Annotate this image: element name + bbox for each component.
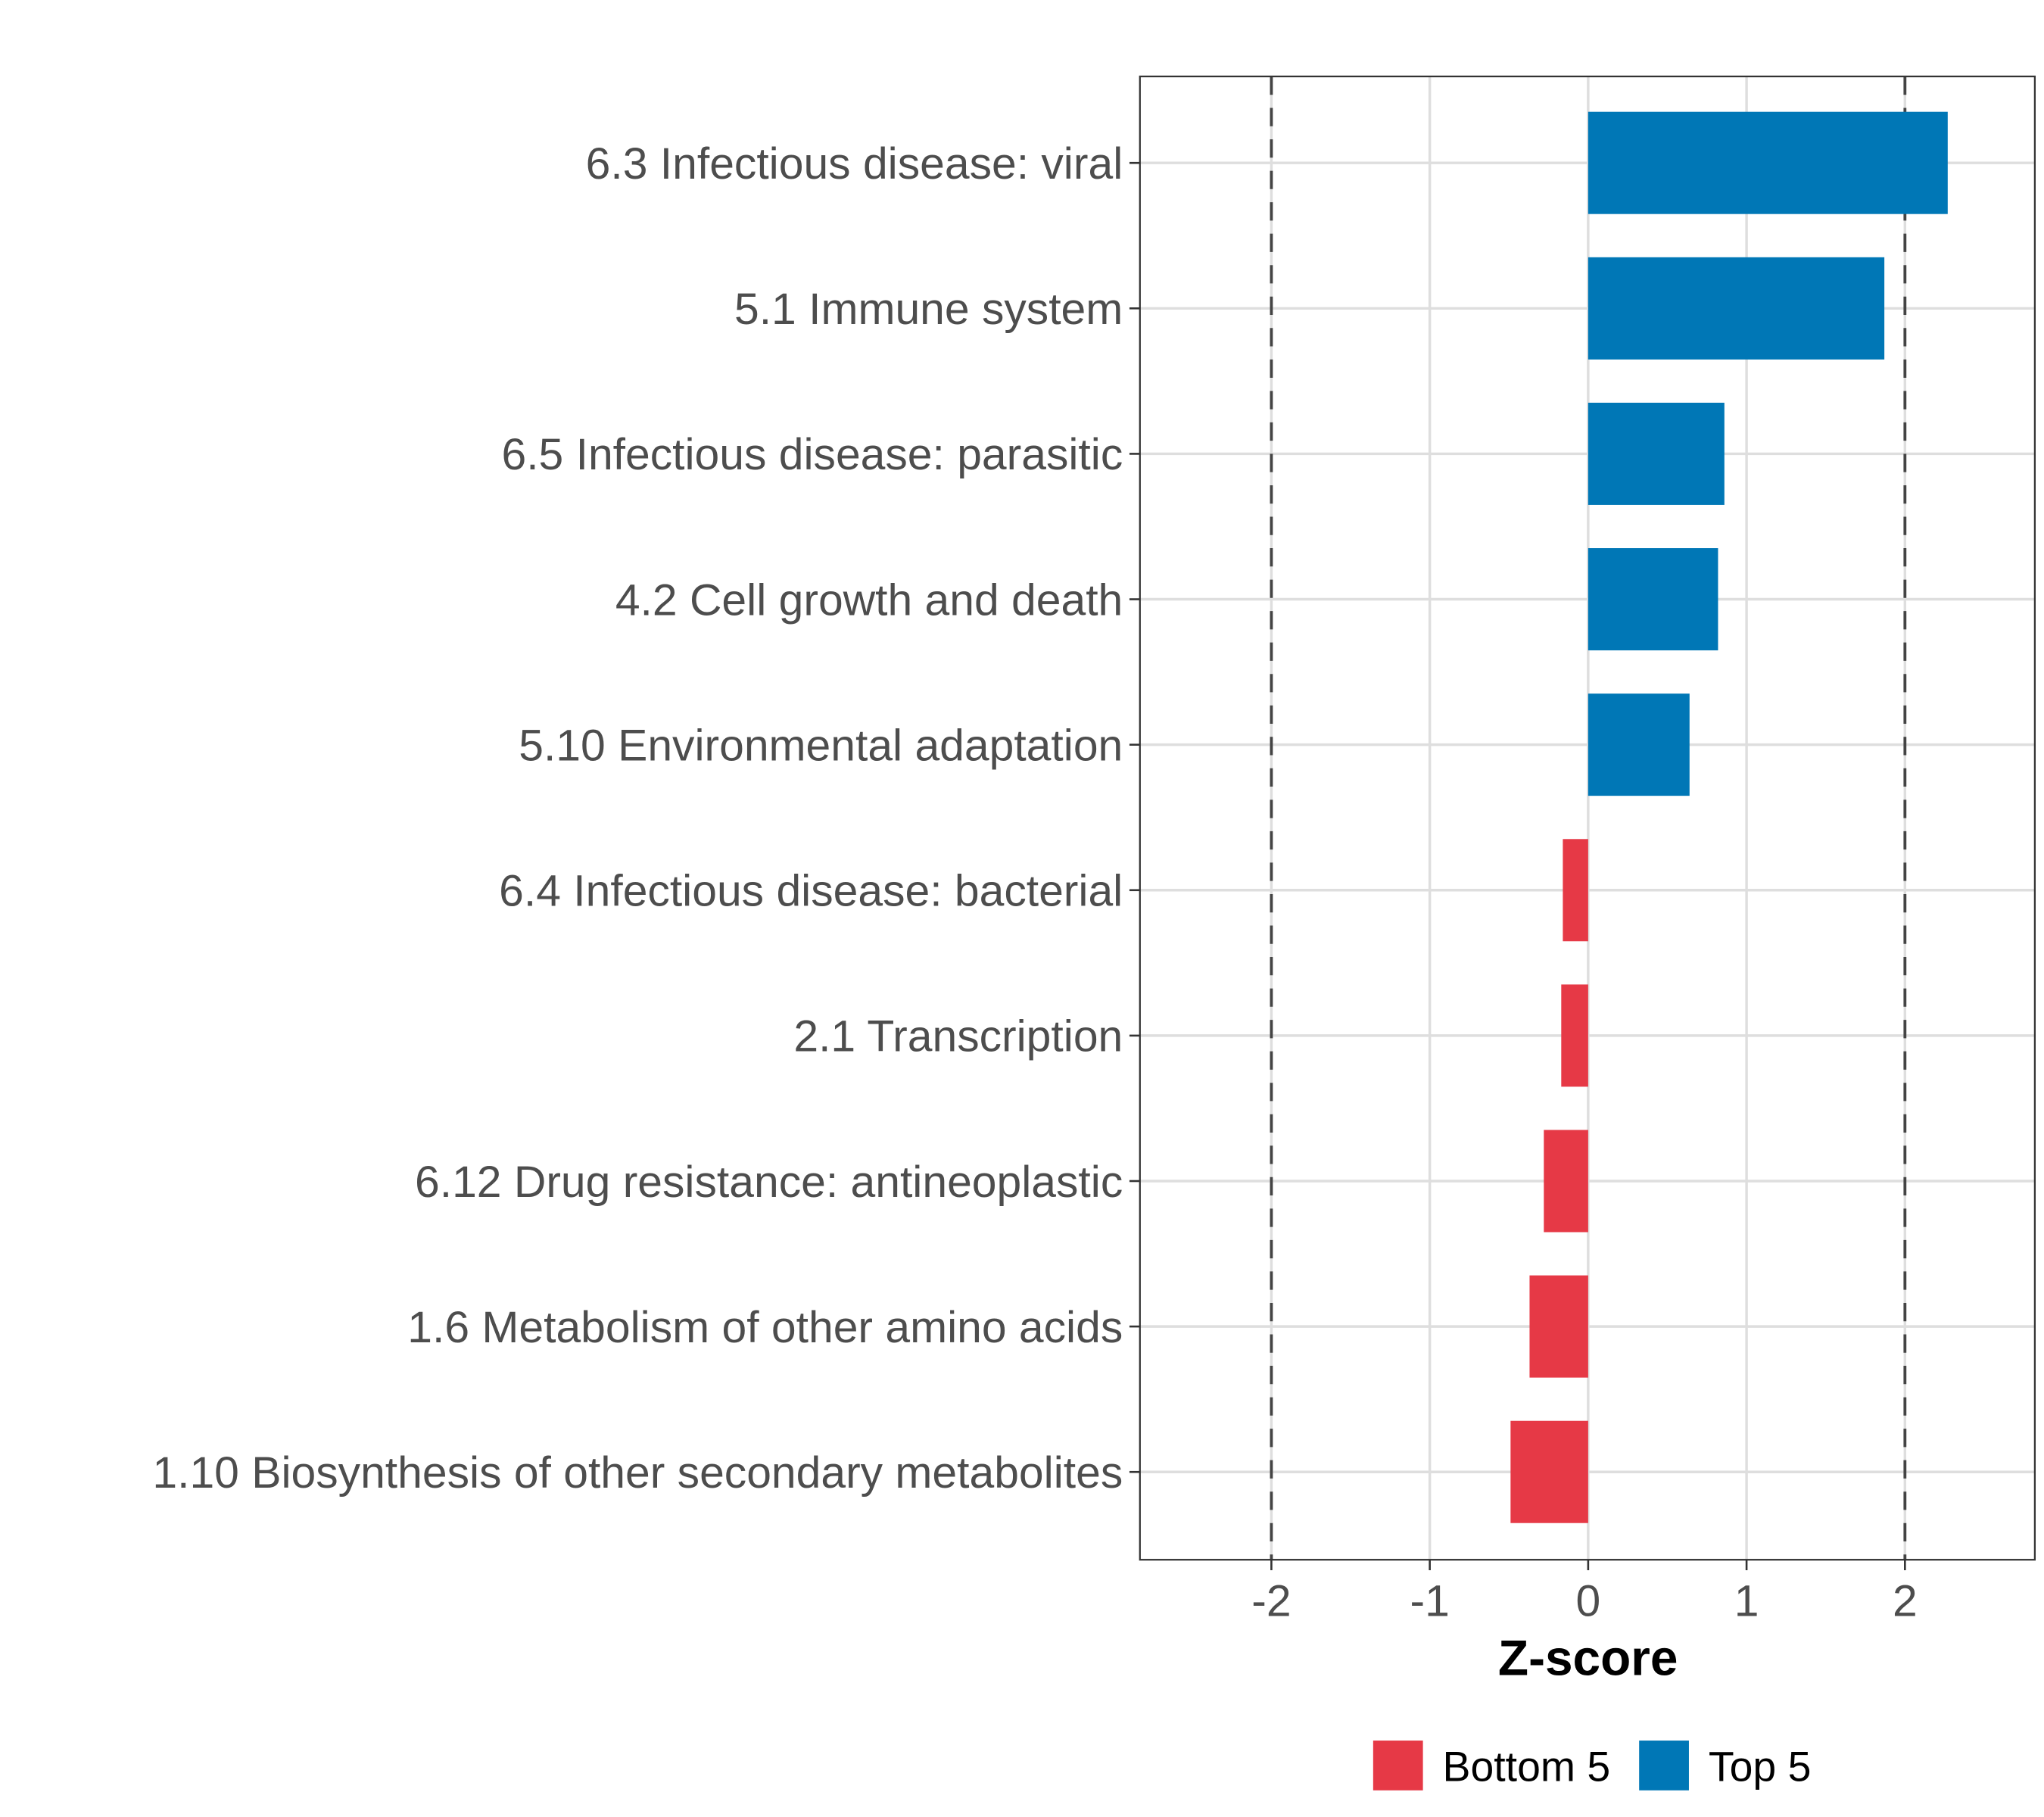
y-tick-label: 1.10 Biosynthesis of other secondary met… [152, 1448, 1123, 1498]
y-tick-label: 1.6 Metabolism of other amino acids [407, 1303, 1123, 1352]
x-tick-label: -2 [1251, 1577, 1291, 1626]
bar [1588, 257, 1885, 360]
bar [1561, 984, 1588, 1087]
reference-lines [1270, 76, 1907, 1560]
y-tick-label: 5.1 Immune system [734, 285, 1123, 334]
bar [1588, 402, 1725, 505]
y-tick-label: 6.12 Drug resistance: antineoplastic [415, 1158, 1123, 1207]
legend-key [1639, 1741, 1689, 1791]
y-axis-labels: 6.3 Infectious disease: viral 5.1 Immune … [152, 139, 1140, 1498]
bar [1510, 1420, 1588, 1523]
bar [1588, 111, 1948, 214]
legend-label: Top 5 [1709, 1744, 1811, 1791]
bar [1529, 1275, 1588, 1378]
x-tick-label: -1 [1410, 1577, 1449, 1626]
bar [1588, 693, 1690, 796]
legend-label: Bottom 5 [1443, 1744, 1611, 1791]
legend: Bottom 5 Top 5 [1373, 1741, 1811, 1791]
x-tick-label: 2 [1893, 1577, 1918, 1626]
x-axis-ticks: -2 -1 0 1 2 [1251, 1560, 1918, 1626]
y-tick-label: 5.10 Environmental adaptation [519, 721, 1123, 770]
bar [1544, 1130, 1588, 1233]
x-tick-label: 1 [1734, 1577, 1759, 1626]
y-tick-label: 2.1 Transcription [793, 1012, 1123, 1061]
y-tick-label: 6.5 Infectious disease: parasitic [501, 430, 1123, 479]
x-axis-title: Z-score [1498, 1629, 1678, 1685]
bar [1563, 839, 1588, 942]
x-tick-label: 0 [1576, 1577, 1601, 1626]
y-tick-label: 4.2 Cell growth and death [615, 575, 1123, 625]
y-tick-label: 6.3 Infectious disease: viral [586, 139, 1123, 189]
bar [1588, 548, 1718, 651]
y-tick-label: 6.4 Infectious disease: bacterial [499, 867, 1123, 916]
bars [1510, 111, 1948, 1523]
legend-key [1373, 1741, 1423, 1791]
